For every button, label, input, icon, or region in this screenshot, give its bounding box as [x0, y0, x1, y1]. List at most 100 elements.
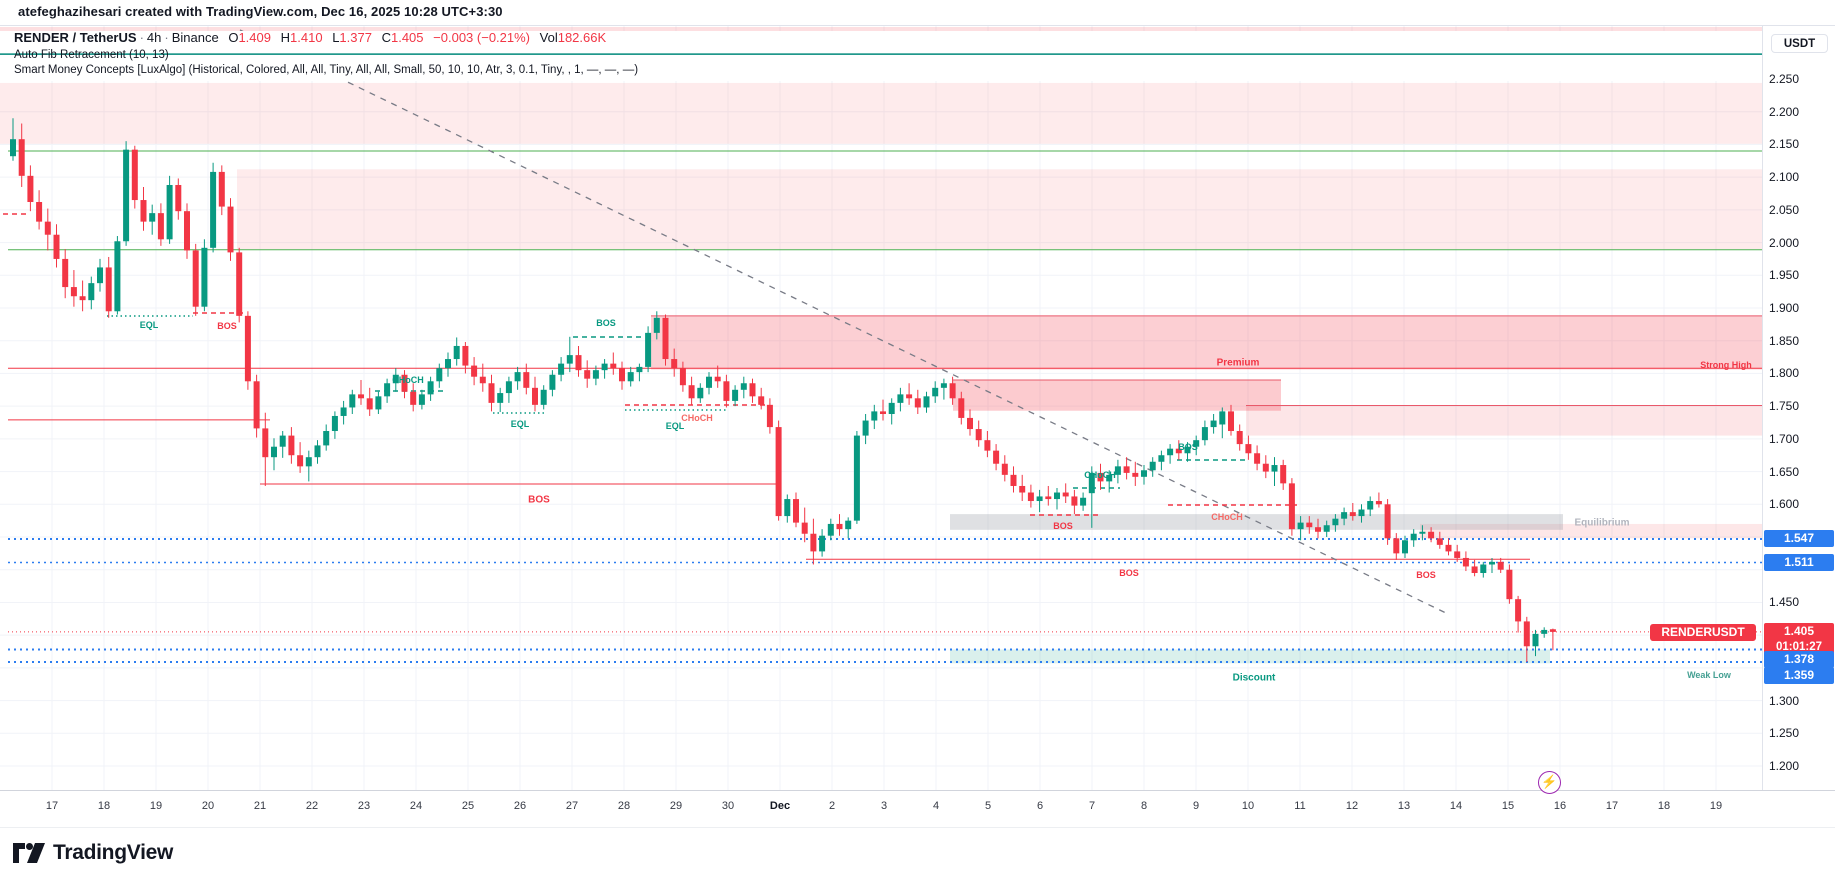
level-price-badge: 1.511: [1764, 553, 1834, 571]
low-label: L: [332, 30, 340, 45]
candle-body: [1184, 446, 1191, 454]
candle-body: [140, 200, 147, 222]
candle-body: [723, 381, 730, 401]
candle-body: [566, 355, 573, 364]
smc-label-choch: CHoCH: [681, 413, 713, 423]
exchange-label[interactable]: Binance: [171, 30, 219, 45]
tradingview-logo[interactable]: TradingView: [13, 841, 173, 865]
candle-body: [958, 398, 965, 418]
smc-label-bos: BOS: [1416, 570, 1436, 580]
candle-body: [532, 387, 538, 405]
candle-body: [1471, 566, 1478, 573]
candle-body: [819, 535, 826, 552]
tradingview-logo-icon: [13, 843, 45, 863]
close-value: 1.405: [390, 30, 424, 45]
candle-body: [1419, 531, 1426, 534]
price-tick-label: 1.250: [1769, 726, 1800, 741]
date-tick-label: 12: [1345, 800, 1359, 812]
candle-body: [1436, 538, 1443, 545]
price-tick-label: 2.250: [1769, 72, 1800, 86]
chart-frame[interactable]: RENDER / TetherUS · 4h · Binance O1.409 H1.4…: [0, 25, 1835, 791]
candlestick-chart-canvas[interactable]: [0, 26, 1835, 791]
candle-body: [131, 149, 138, 201]
date-tick-label: Dec: [769, 800, 791, 812]
interval-label[interactable]: 4h: [146, 30, 162, 45]
open-value: 1.409: [238, 30, 271, 45]
candle-body: [1236, 431, 1243, 445]
candle-body: [1480, 564, 1487, 573]
candle-body: [601, 363, 608, 371]
smc-label-bos: BOS: [1053, 521, 1073, 531]
candle-body: [384, 383, 391, 397]
candle-body: [1167, 448, 1174, 456]
candle-body: [105, 267, 112, 312]
candle-body: [427, 381, 434, 395]
candle-body: [592, 370, 599, 379]
candle-body: [1323, 525, 1330, 532]
realtime-lightning-button[interactable]: ⚡: [1538, 771, 1561, 794]
candle-body: [1210, 420, 1217, 428]
price-tick-label: 1.900: [1769, 301, 1800, 315]
candle-body: [1271, 465, 1278, 472]
candle-body: [1288, 483, 1295, 530]
date-tick-label: 15: [1501, 800, 1515, 812]
price-tick-label: 1.950: [1769, 268, 1800, 283]
currency-badge[interactable]: USDT: [1771, 34, 1828, 53]
smc-label-equilibrium: Equilibrium: [1574, 517, 1630, 529]
candle-body: [1254, 453, 1261, 464]
date-tick-label: 2: [828, 800, 836, 812]
candle-body: [201, 247, 208, 307]
smc-label-eql: EQL: [510, 419, 530, 429]
candle-body: [1332, 518, 1339, 526]
candle-body: [192, 250, 199, 307]
candle-body: [314, 445, 321, 458]
candle-body: [253, 381, 260, 429]
candle-body: [1549, 629, 1556, 632]
indicator-smc-row[interactable]: Smart Money Concepts [LuxAlgo] (Historic…: [14, 64, 639, 76]
price-scale[interactable]: USDT 2.250 2.200 2.150 2.100 2.050 2.000 1.950…: [1762, 26, 1835, 791]
date-tick-label: 11: [1294, 800, 1306, 812]
candle-body: [401, 374, 408, 392]
candle-body: [1410, 533, 1417, 541]
tradingview-logo-text: TradingView: [53, 841, 174, 864]
candle-body: [1445, 544, 1452, 552]
date-tick-label: 18: [97, 800, 111, 812]
date-tick-label: 21: [253, 800, 267, 812]
candle-body: [914, 398, 921, 408]
candle-body: [1088, 472, 1095, 494]
candle-body: [1219, 411, 1226, 425]
candle-body: [445, 359, 451, 369]
price-tick-label: 2.050: [1769, 202, 1800, 217]
candle-body: [845, 520, 852, 530]
candle-body: [732, 389, 739, 401]
time-scale[interactable]: 17 18 19 20 21 22 23 24 25 26 27 28 29 30 Dec 2 3 4 5 6 7 8 9 1…: [0, 790, 1835, 827]
countdown-timer: 01:01:27: [1775, 640, 1823, 653]
candle-body: [1315, 527, 1321, 532]
candle-body: [1027, 492, 1034, 502]
footer-bar: TradingView: [0, 827, 1835, 883]
smc-label-choch: CHoCH: [1084, 470, 1116, 480]
smc-label-choch: CHoCH: [392, 375, 424, 385]
legend-background: [0, 31, 1762, 81]
candle-body: [70, 287, 77, 297]
candle-body: [775, 427, 782, 517]
symbol-title[interactable]: RENDER / TetherUS: [14, 30, 137, 45]
smc-label-eql: EQL: [139, 320, 159, 330]
level-price-badge: 1.378: [1764, 650, 1834, 668]
close-label: C: [381, 30, 391, 45]
indicator-autofib-row[interactable]: Auto Fib Retracement (10, 13): [14, 49, 169, 61]
symbol-legend-row[interactable]: RENDER / TetherUS · 4h · Binance O1.409 H1.4…: [14, 30, 607, 45]
candle-body: [584, 370, 591, 379]
candle-body: [271, 446, 277, 458]
candle-body: [297, 455, 304, 467]
candle-body: [1402, 540, 1408, 554]
candle-body: [453, 345, 460, 360]
candle-body: [749, 383, 756, 397]
date-tick-label: 9: [1192, 800, 1200, 812]
candle-body: [1175, 448, 1182, 454]
candle-body: [1158, 455, 1165, 462]
price-tick-label: 1.750: [1769, 399, 1800, 414]
change-value: −0.003 (−0.21%): [433, 30, 531, 45]
supply-nov20: [237, 169, 1762, 250]
